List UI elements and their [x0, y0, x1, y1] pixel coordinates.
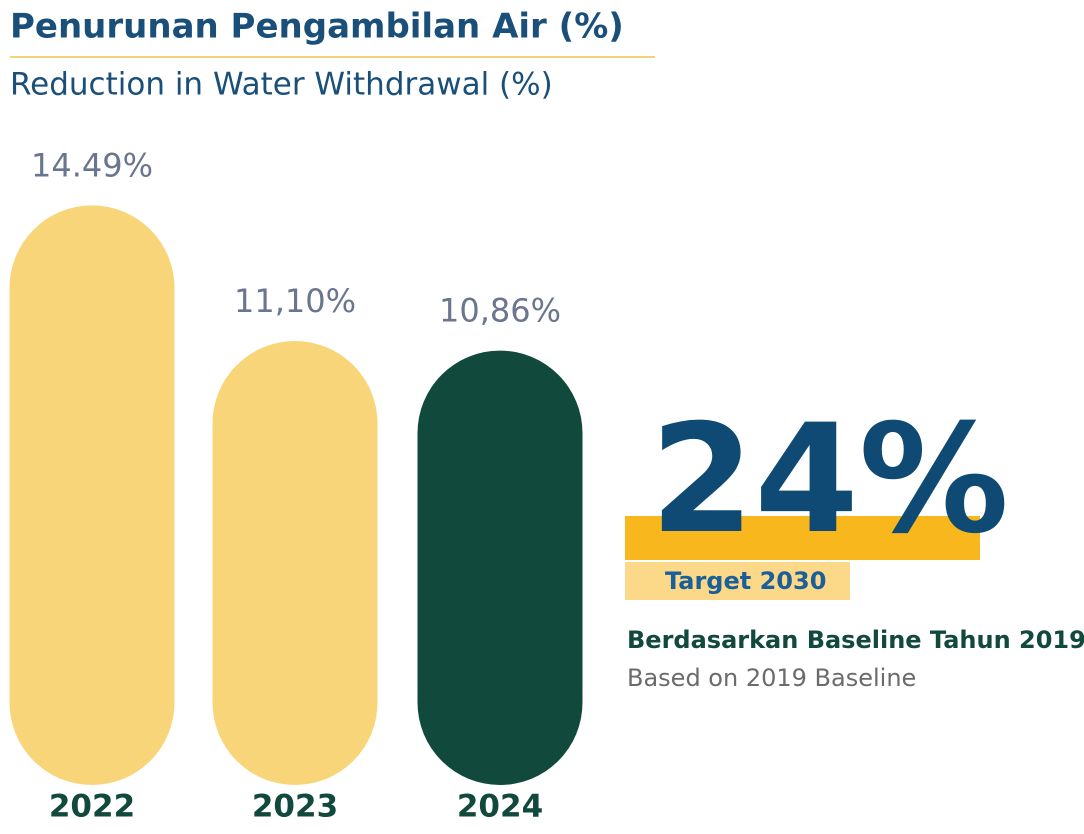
target-highlight [625, 516, 980, 560]
chart-subtitle: Reduction in Water Withdrawal (%) [10, 67, 553, 103]
x-tick-label: 2022 [49, 789, 135, 825]
bar [9, 205, 175, 785]
bar [417, 350, 583, 785]
target-caption: Target 2030 [665, 567, 826, 595]
baseline-note: Berdasarkan Baseline Tahun 2019 [627, 626, 1084, 654]
x-tick-label: 2024 [457, 789, 543, 825]
target-value: 24% [650, 393, 1009, 567]
x-tick-label: 2023 [252, 789, 338, 825]
value-label: 10,86% [439, 292, 561, 330]
value-label: 11,10% [234, 282, 356, 320]
bar [212, 341, 378, 785]
value-label: 14.49% [31, 146, 153, 184]
baseline-note-en: Based on 2019 Baseline [627, 664, 916, 692]
chart-title: Penurunan Pengambilan Air (%) [10, 7, 624, 47]
target-caption-band [625, 562, 850, 600]
